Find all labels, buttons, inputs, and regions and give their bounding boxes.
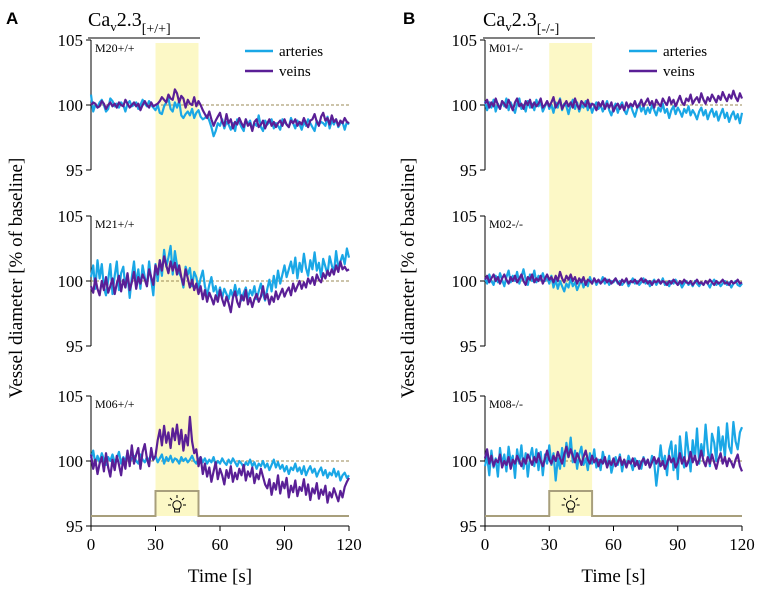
- title-subscript: v: [505, 19, 512, 34]
- subplot-M21+/+: 95 100 105 M21+/+: [58, 207, 351, 356]
- series-veins-line: [90, 88, 350, 133]
- x-tick-label: 120: [336, 535, 362, 554]
- bulb-base: [567, 508, 574, 513]
- x-tick-label: 30: [541, 535, 558, 554]
- title-suffix: 2.3: [512, 9, 537, 31]
- x-tick-label: 0: [481, 535, 490, 554]
- subplot-label: M01-/-: [489, 41, 523, 55]
- subplot-M01-/-: 95 100 105 M01-/-: [452, 31, 744, 180]
- bulb-ray: [575, 497, 579, 501]
- subplot-M20+/+: 95 100 105 M20+/+: [58, 31, 350, 180]
- title-genotype: [-/-]: [537, 22, 560, 37]
- subplot-label: M02-/-: [489, 217, 523, 231]
- series-arteries-line: [89, 244, 351, 302]
- x-axis-label: Time [s]: [188, 566, 252, 587]
- x-tick-label: 90: [276, 535, 293, 554]
- y-tick-label: 95: [460, 161, 477, 180]
- series-veins-line: [89, 415, 350, 504]
- series-arteries-line: [483, 420, 744, 487]
- subplot-label: M06+/+: [95, 397, 135, 411]
- subplot-label: M21+/+: [95, 217, 135, 231]
- panel-title: Cav2.3[-/-]: [483, 9, 559, 37]
- subplot-M08-/-: 95 100 105 M08-/-: [452, 387, 744, 536]
- light-bulb-icon: [561, 495, 580, 513]
- series-veins-line: [484, 89, 744, 113]
- y-axis-label: Vessel diameter [% of baseline]: [6, 158, 27, 399]
- title-genotype: [+/+]: [142, 22, 171, 37]
- y-tick-label: 105: [452, 207, 478, 226]
- series-veins-line: [483, 445, 744, 472]
- y-tick-label: 105: [58, 207, 84, 226]
- legend-label-arteries: arteries: [279, 44, 323, 60]
- legend-label-veins: veins: [663, 64, 695, 80]
- y-tick-label: 100: [58, 452, 84, 471]
- x-tick-label: 60: [605, 535, 622, 554]
- x-tick-label: 90: [669, 535, 686, 554]
- legend: arteries veins: [629, 44, 707, 80]
- title-main: Ca: [483, 9, 505, 31]
- y-axis-label: Vessel diameter [% of baseline]: [398, 158, 419, 399]
- x-tick-label: 120: [729, 535, 755, 554]
- y-tick-label: 95: [460, 517, 477, 536]
- y-tick-label: 105: [58, 387, 84, 406]
- y-tick-label: 100: [452, 272, 478, 291]
- series-veins-line: [89, 255, 350, 314]
- bulb-base: [174, 508, 180, 513]
- panel-letter: A: [6, 9, 18, 28]
- panel-B: B Cav2.3[-/-] Vessel diameter [% of baseli…: [398, 9, 755, 587]
- x-tick-label: 30: [147, 535, 164, 554]
- y-tick-label: 95: [66, 161, 83, 180]
- x-tick-label: 0: [87, 535, 96, 554]
- title-subscript: v: [110, 19, 117, 34]
- y-tick-label: 95: [460, 337, 477, 356]
- y-tick-label: 105: [452, 31, 478, 50]
- series-arteries-line: [89, 94, 350, 138]
- bulb-ray: [181, 497, 185, 501]
- subplot-M06+/+: 95 100 105 M06+/+: [58, 387, 350, 536]
- subplot-M02-/-: 95 100 105 M02-/-: [452, 207, 743, 356]
- x-tick-label: 60: [212, 535, 229, 554]
- y-tick-label: 100: [452, 96, 478, 115]
- panel-A: A Cav2.3[+/+] Vessel diameter [% of baseli…: [6, 9, 362, 587]
- x-axis-label: Time [s]: [581, 566, 645, 587]
- bulb-ray: [169, 497, 173, 501]
- title-main: Ca: [88, 9, 110, 31]
- y-tick-label: 95: [66, 337, 83, 356]
- y-tick-label: 100: [58, 272, 84, 291]
- legend: arteries veins: [245, 44, 323, 80]
- y-tick-label: 100: [58, 96, 84, 115]
- title-suffix: 2.3: [117, 9, 142, 31]
- light-bulb-icon: [168, 495, 186, 513]
- y-tick-label: 105: [452, 387, 478, 406]
- series-veins-line: [484, 270, 743, 286]
- y-tick-label: 95: [66, 517, 83, 536]
- stimulus-trace: [91, 490, 349, 517]
- bulb-ray: [563, 497, 567, 501]
- legend-label-veins: veins: [279, 64, 311, 80]
- stimulus-trace: [485, 490, 742, 517]
- subplot-label: M08-/-: [489, 397, 523, 411]
- y-tick-label: 105: [58, 31, 84, 50]
- panel-title: Cav2.3[+/+]: [88, 9, 171, 37]
- y-tick-label: 100: [452, 452, 478, 471]
- panel-letter: B: [403, 9, 415, 28]
- legend-label-arteries: arteries: [663, 44, 707, 60]
- subplot-label: M20+/+: [95, 41, 135, 55]
